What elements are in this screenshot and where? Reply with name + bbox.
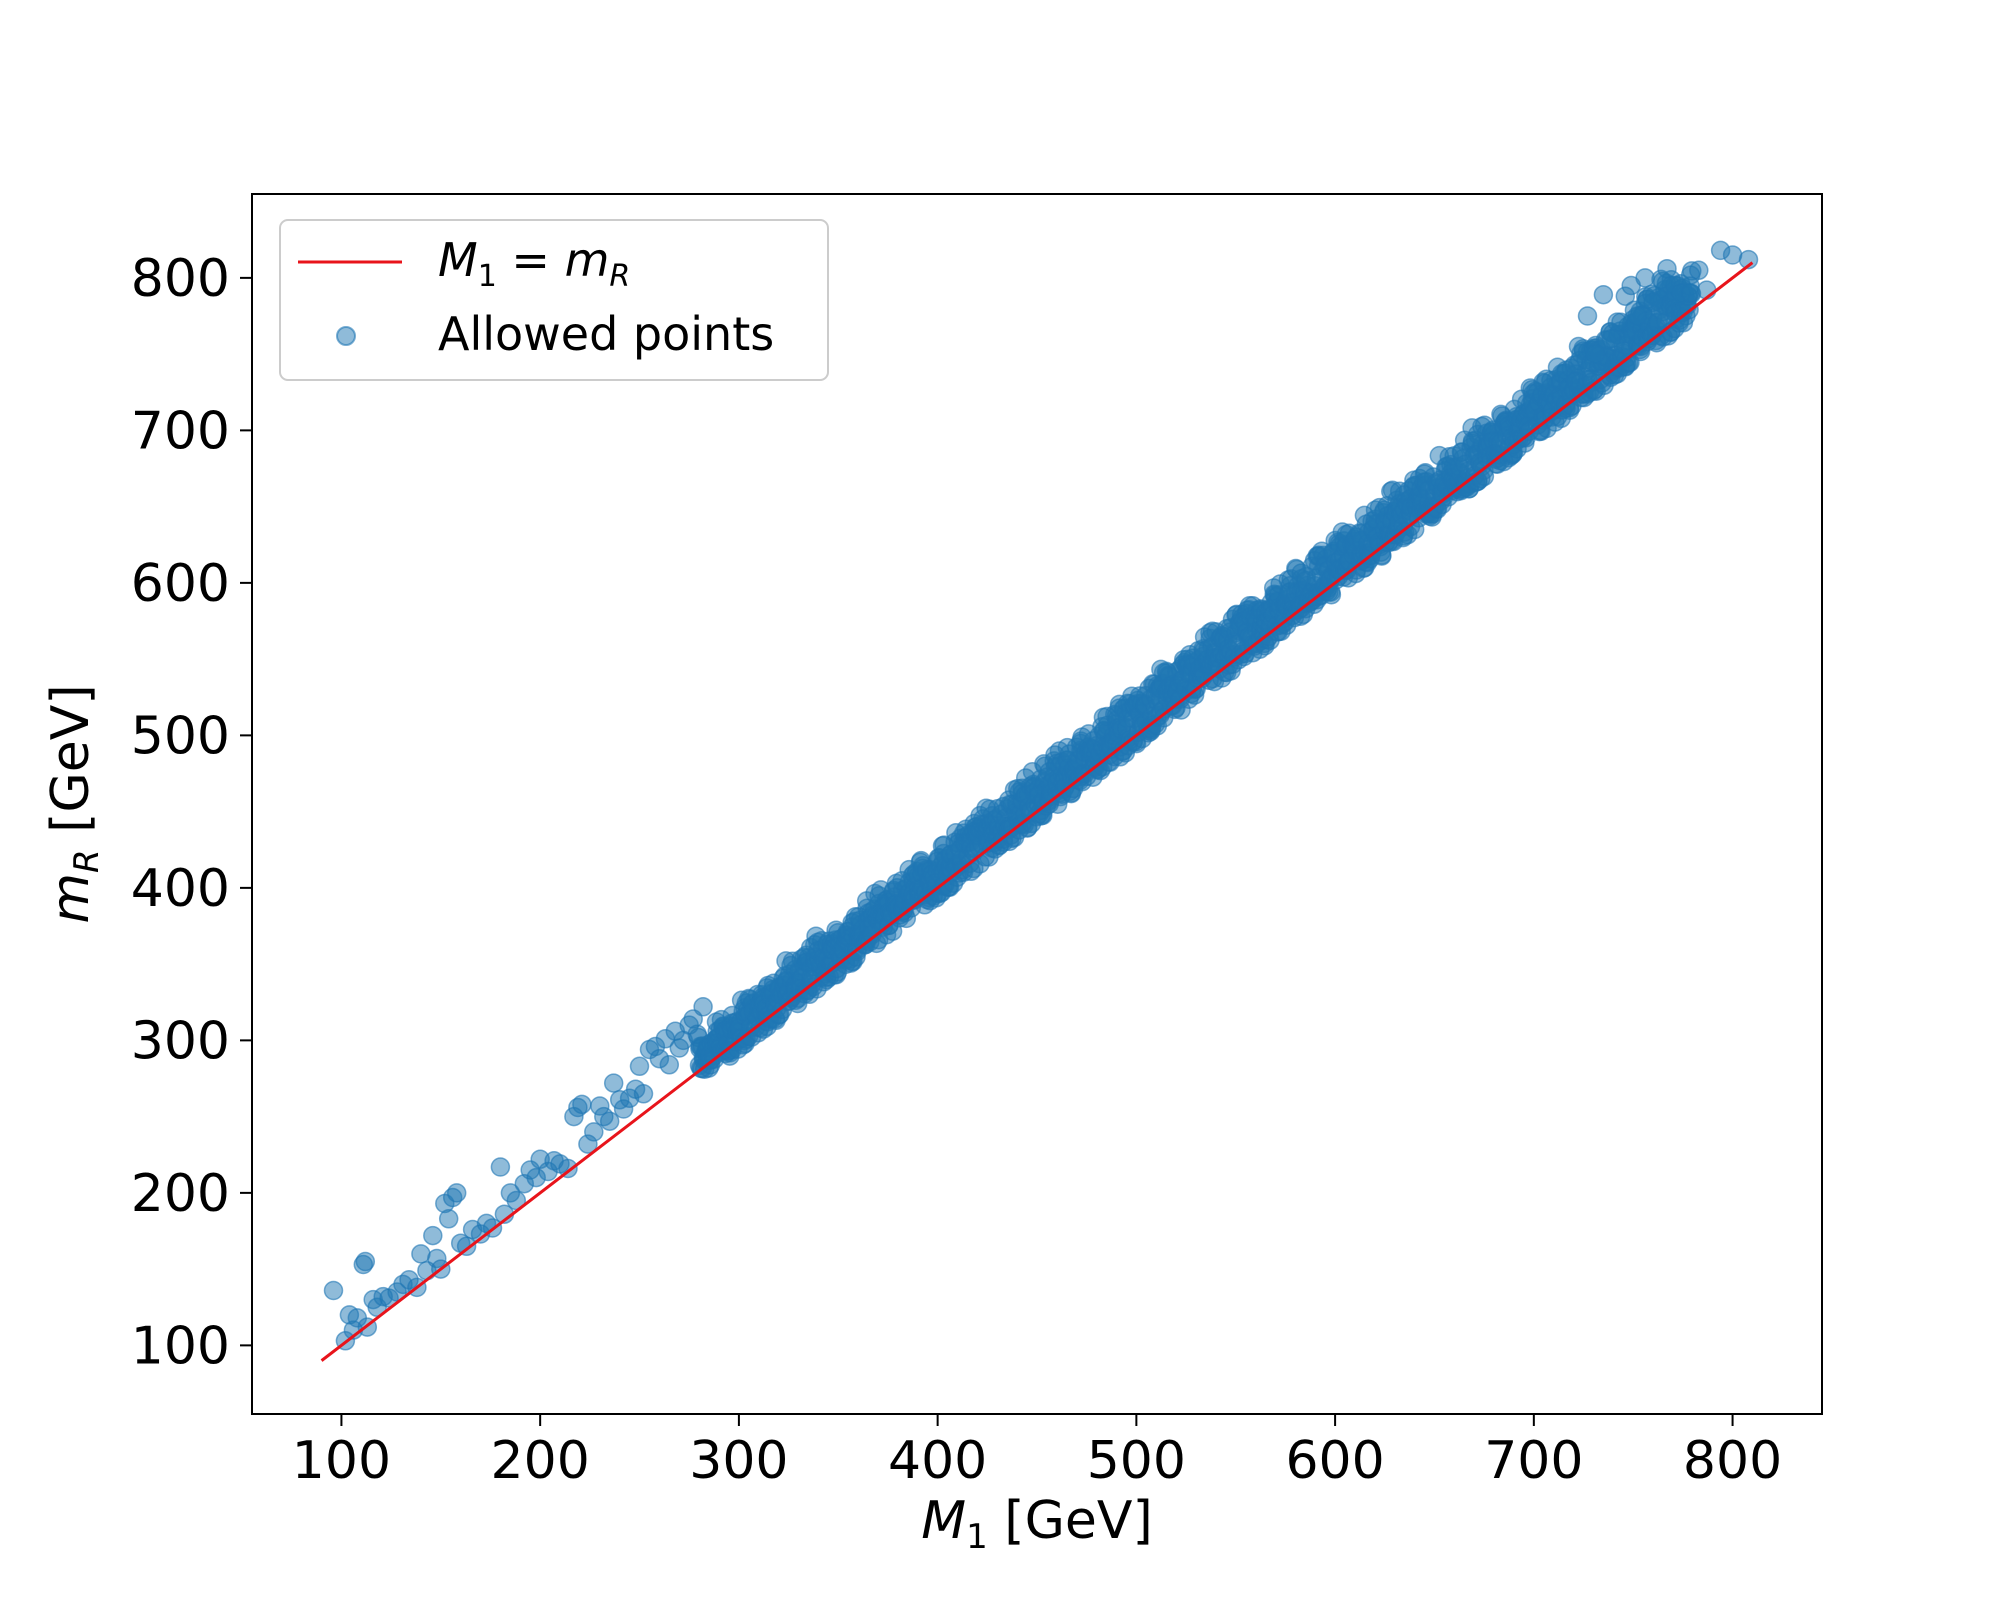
scatter-point	[423, 1225, 443, 1246]
scatter-point	[687, 1024, 707, 1045]
x-tick-label: 600	[1285, 1431, 1384, 1491]
y-tick-label: 800	[131, 249, 230, 309]
scatter-point	[599, 1111, 620, 1131]
scatter-point	[572, 1094, 592, 1115]
x-tick-label: 300	[689, 1431, 788, 1491]
legend-frame	[279, 219, 829, 381]
scatter-point	[603, 1073, 624, 1093]
scatter-point	[693, 997, 713, 1017]
scatter-point	[584, 1122, 604, 1142]
scatter-point	[1607, 312, 1628, 332]
scatter-point	[355, 1251, 376, 1272]
scatter-point	[456, 1236, 477, 1257]
legend: M1 = mR Allowed points	[279, 219, 829, 381]
scatter-point	[659, 1055, 680, 1075]
y-tick-label: 600	[131, 554, 230, 614]
x-tick-label: 200	[491, 1431, 590, 1491]
x-tick-label: 100	[292, 1431, 391, 1491]
scatter-point	[1689, 260, 1709, 281]
scatter-point	[1738, 249, 1759, 270]
y-tick-label: 100	[131, 1316, 230, 1376]
scatter-point	[1601, 329, 1622, 349]
y-tick-label: 200	[131, 1164, 230, 1224]
scatter-point	[1593, 284, 1614, 305]
y-tick-label: 300	[131, 1011, 230, 1071]
y-axis-label: mR [GeV]	[41, 684, 107, 923]
scatter-point	[446, 1183, 467, 1203]
scatter-point	[1577, 306, 1598, 326]
y-tick-label: 500	[131, 706, 230, 766]
scatter-point	[323, 1280, 344, 1301]
axis-ticks: 100 200 300 400 500 600 700 800 100 200 300 400 500 6…	[131, 249, 1782, 1491]
scatter-point	[1643, 292, 1663, 313]
scatter-point	[1627, 306, 1647, 326]
legend-line-label: M1 = mR	[438, 233, 630, 294]
scatter-point	[1585, 344, 1606, 364]
x-axis-label: M1 [GeV]	[921, 1491, 1152, 1557]
scatter-point	[629, 1056, 650, 1077]
scatter-point	[1657, 258, 1677, 279]
scatter-point	[633, 1084, 654, 1104]
x-tick-label: 500	[1087, 1431, 1186, 1491]
axes-frame	[251, 193, 1823, 1415]
x-tick-label: 700	[1484, 1431, 1583, 1491]
reference-line	[320, 261, 1754, 1362]
legend-marker-swatch	[336, 326, 356, 346]
x-tick-label: 400	[888, 1431, 987, 1491]
scatter-point	[558, 1158, 578, 1179]
scatter-point	[1681, 283, 1701, 303]
legend-marker-label: Allowed points	[438, 307, 774, 361]
scatter-point	[490, 1157, 511, 1177]
x-tick-label: 800	[1683, 1431, 1782, 1491]
scatter-point	[438, 1209, 459, 1229]
reference-line-group	[320, 261, 1754, 1362]
y-tick-label: 700	[131, 401, 230, 461]
y-tick-label: 400	[131, 859, 230, 919]
